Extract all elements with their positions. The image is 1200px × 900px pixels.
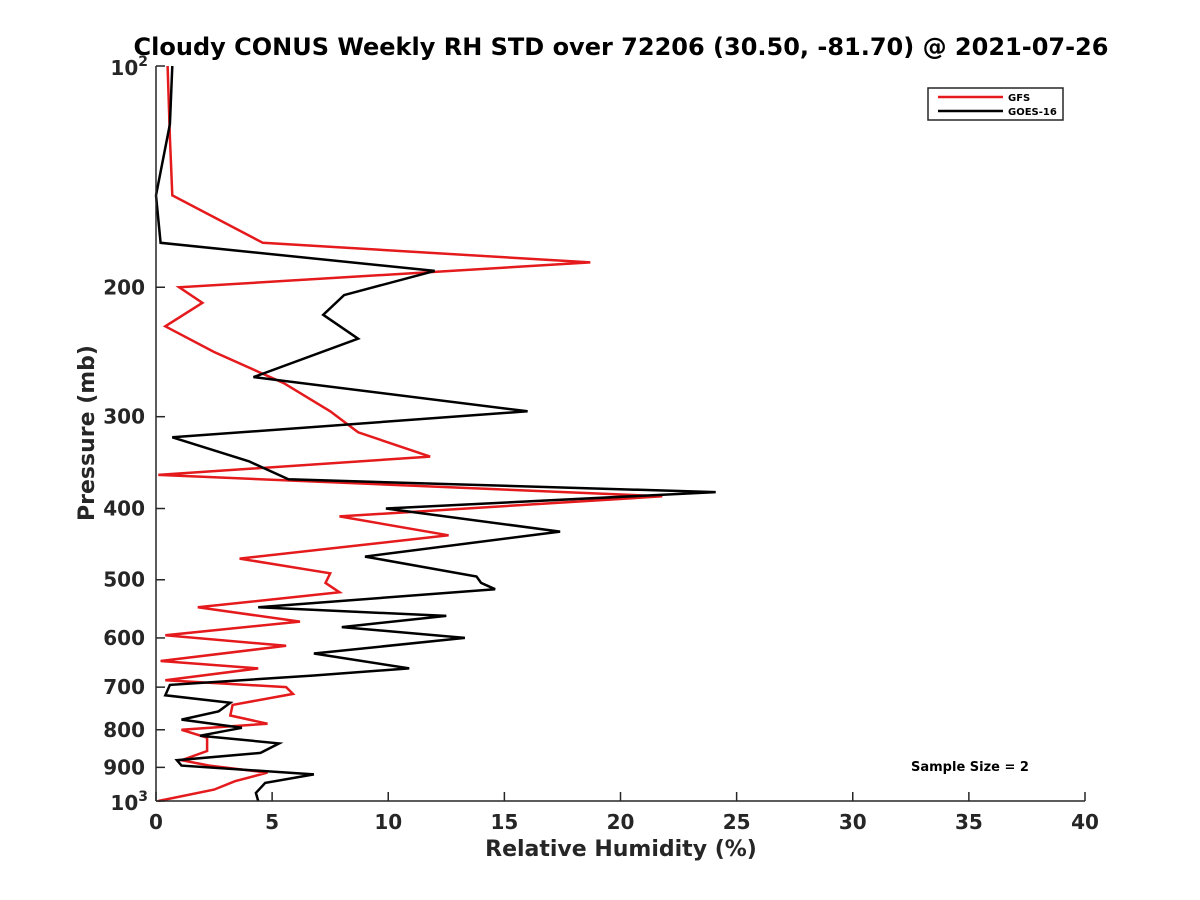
legend-box: [927, 87, 1064, 121]
x-tick-label: 5: [265, 810, 279, 834]
x-tick-label: 15: [490, 810, 518, 834]
plot-area: [156, 66, 1085, 801]
y-tick-label: 400: [103, 497, 145, 521]
x-tick-label: 20: [607, 810, 635, 834]
legend: GFS GOES-16: [927, 87, 1064, 121]
x-tick-label: 0: [149, 810, 163, 834]
series-line-gfs: [158, 65, 663, 803]
x-tick-label: 40: [1071, 810, 1099, 834]
sample-size-annotation: Sample Size = 2: [911, 760, 1029, 775]
legend-label-goes16: GOES-16: [1008, 107, 1057, 118]
y-tick-label: 600: [103, 626, 145, 650]
chart-title: Cloudy CONUS Weekly RH STD over 72206 (3…: [134, 33, 1109, 61]
y-tick-label: 103: [110, 789, 148, 815]
y-axis-ticks: 102 200 300 400 500 600 700 800 900 103: [103, 54, 165, 815]
x-axis-ticks: 0 5 10 15 20 25 30 35 40: [149, 792, 1099, 834]
x-tick-label: 25: [723, 810, 751, 834]
x-tick-label: 10: [374, 810, 402, 834]
y-tick-label: 800: [103, 718, 145, 742]
y-axis-label: Pressure (mb): [75, 345, 100, 521]
x-tick-label: 30: [839, 810, 867, 834]
legend-label-gfs: GFS: [1008, 93, 1030, 104]
x-axis-label: Relative Humidity (%): [485, 837, 757, 862]
series-line-goes16: [154, 65, 716, 802]
y-tick-label: 700: [103, 675, 145, 699]
y-tick-label: 102: [110, 54, 148, 80]
series-layer: [154, 65, 716, 803]
y-tick-label: 200: [103, 275, 145, 299]
y-tick-label: 900: [103, 755, 145, 779]
y-tick-label: 300: [103, 405, 145, 429]
y-tick-label: 500: [103, 568, 145, 592]
x-tick-label: 35: [955, 810, 983, 834]
